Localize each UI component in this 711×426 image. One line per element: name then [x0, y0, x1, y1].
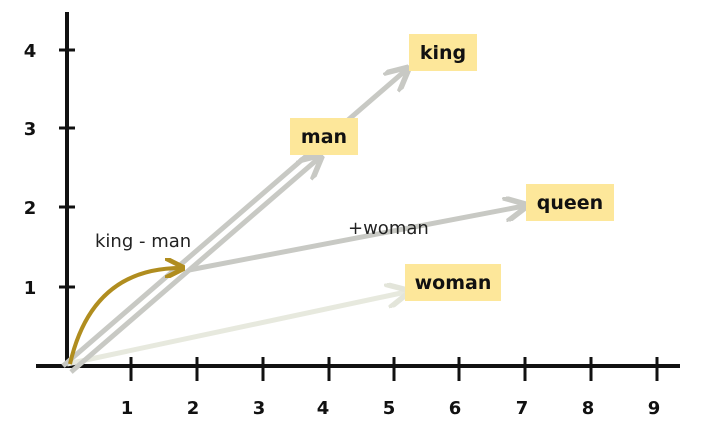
- man-vector-arrow: [69, 158, 319, 374]
- y-tick-label: 2: [24, 198, 37, 219]
- y-tick-label: 1: [24, 278, 37, 299]
- x-tick-label: 8: [582, 398, 595, 419]
- y-tick-label: 3: [24, 119, 37, 140]
- word-box-man: man: [290, 118, 358, 155]
- word-label-woman: woman: [415, 272, 492, 294]
- x-tick-label: 3: [253, 398, 266, 419]
- annotation-king-minus-man: king - man: [95, 231, 191, 252]
- word-box-woman: woman: [405, 264, 501, 301]
- word-label-man: man: [301, 126, 347, 148]
- x-tick-marks: [129, 357, 659, 381]
- word-label-queen: queen: [537, 192, 603, 214]
- word-label-king: king: [420, 42, 466, 64]
- x-tick-label: 1: [121, 398, 134, 419]
- difference-arc-arrow: [68, 268, 181, 365]
- x-tick-label: 2: [187, 398, 200, 419]
- word-box-queen: queen: [526, 184, 614, 221]
- x-tick-label: 9: [648, 398, 661, 419]
- x-tick-label: 6: [449, 398, 462, 419]
- x-tick-label: 4: [317, 398, 330, 419]
- word-box-king: king: [409, 34, 477, 71]
- annotation-plus-woman: +woman: [348, 218, 429, 239]
- y-tick-label: 4: [24, 41, 37, 62]
- y-tick-marks: [59, 48, 75, 289]
- x-tick-label: 7: [516, 398, 529, 419]
- x-tick-label: 5: [383, 398, 396, 419]
- woman-vector-arrow: [66, 292, 406, 367]
- queen-vector-arrow: [188, 206, 524, 273]
